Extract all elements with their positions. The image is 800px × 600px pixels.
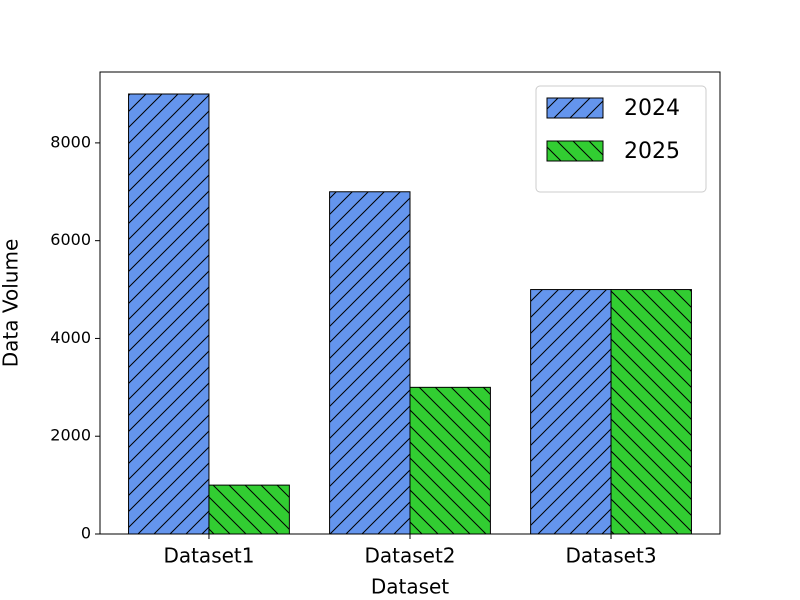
bar-hatch	[208, 484, 290, 535]
x-tick-label: Dataset2	[364, 544, 455, 568]
legend-label: 2024	[624, 96, 680, 121]
bar	[409, 386, 491, 535]
x-axis-label: Dataset	[371, 575, 449, 599]
y-tick-label: 4000	[50, 328, 91, 347]
plot-frame	[99, 71, 721, 535]
bar	[610, 289, 692, 535]
bar	[128, 93, 210, 535]
y-tick-label: 6000	[50, 230, 91, 249]
bar	[329, 191, 411, 535]
x-tick-label: Dataset3	[566, 544, 657, 568]
bar-hatch	[409, 386, 491, 535]
bar-hatch	[128, 93, 210, 535]
y-tick-label: 0	[81, 524, 91, 543]
bar	[208, 484, 290, 535]
bar-hatch	[530, 289, 612, 535]
legend: 2024 2025	[535, 85, 707, 193]
y-axis-label: Data Volume	[0, 239, 23, 368]
legend-swatch-hatch	[546, 97, 604, 119]
bar-hatch	[329, 191, 411, 535]
bar-hatch	[610, 289, 692, 535]
legend-swatch-hatch	[546, 140, 604, 162]
bar	[530, 289, 612, 535]
legend-label: 2025	[624, 139, 680, 164]
y-tick-label: 8000	[50, 132, 91, 151]
x-tick-label: Dataset1	[163, 544, 254, 568]
y-tick-label: 2000	[50, 426, 91, 445]
